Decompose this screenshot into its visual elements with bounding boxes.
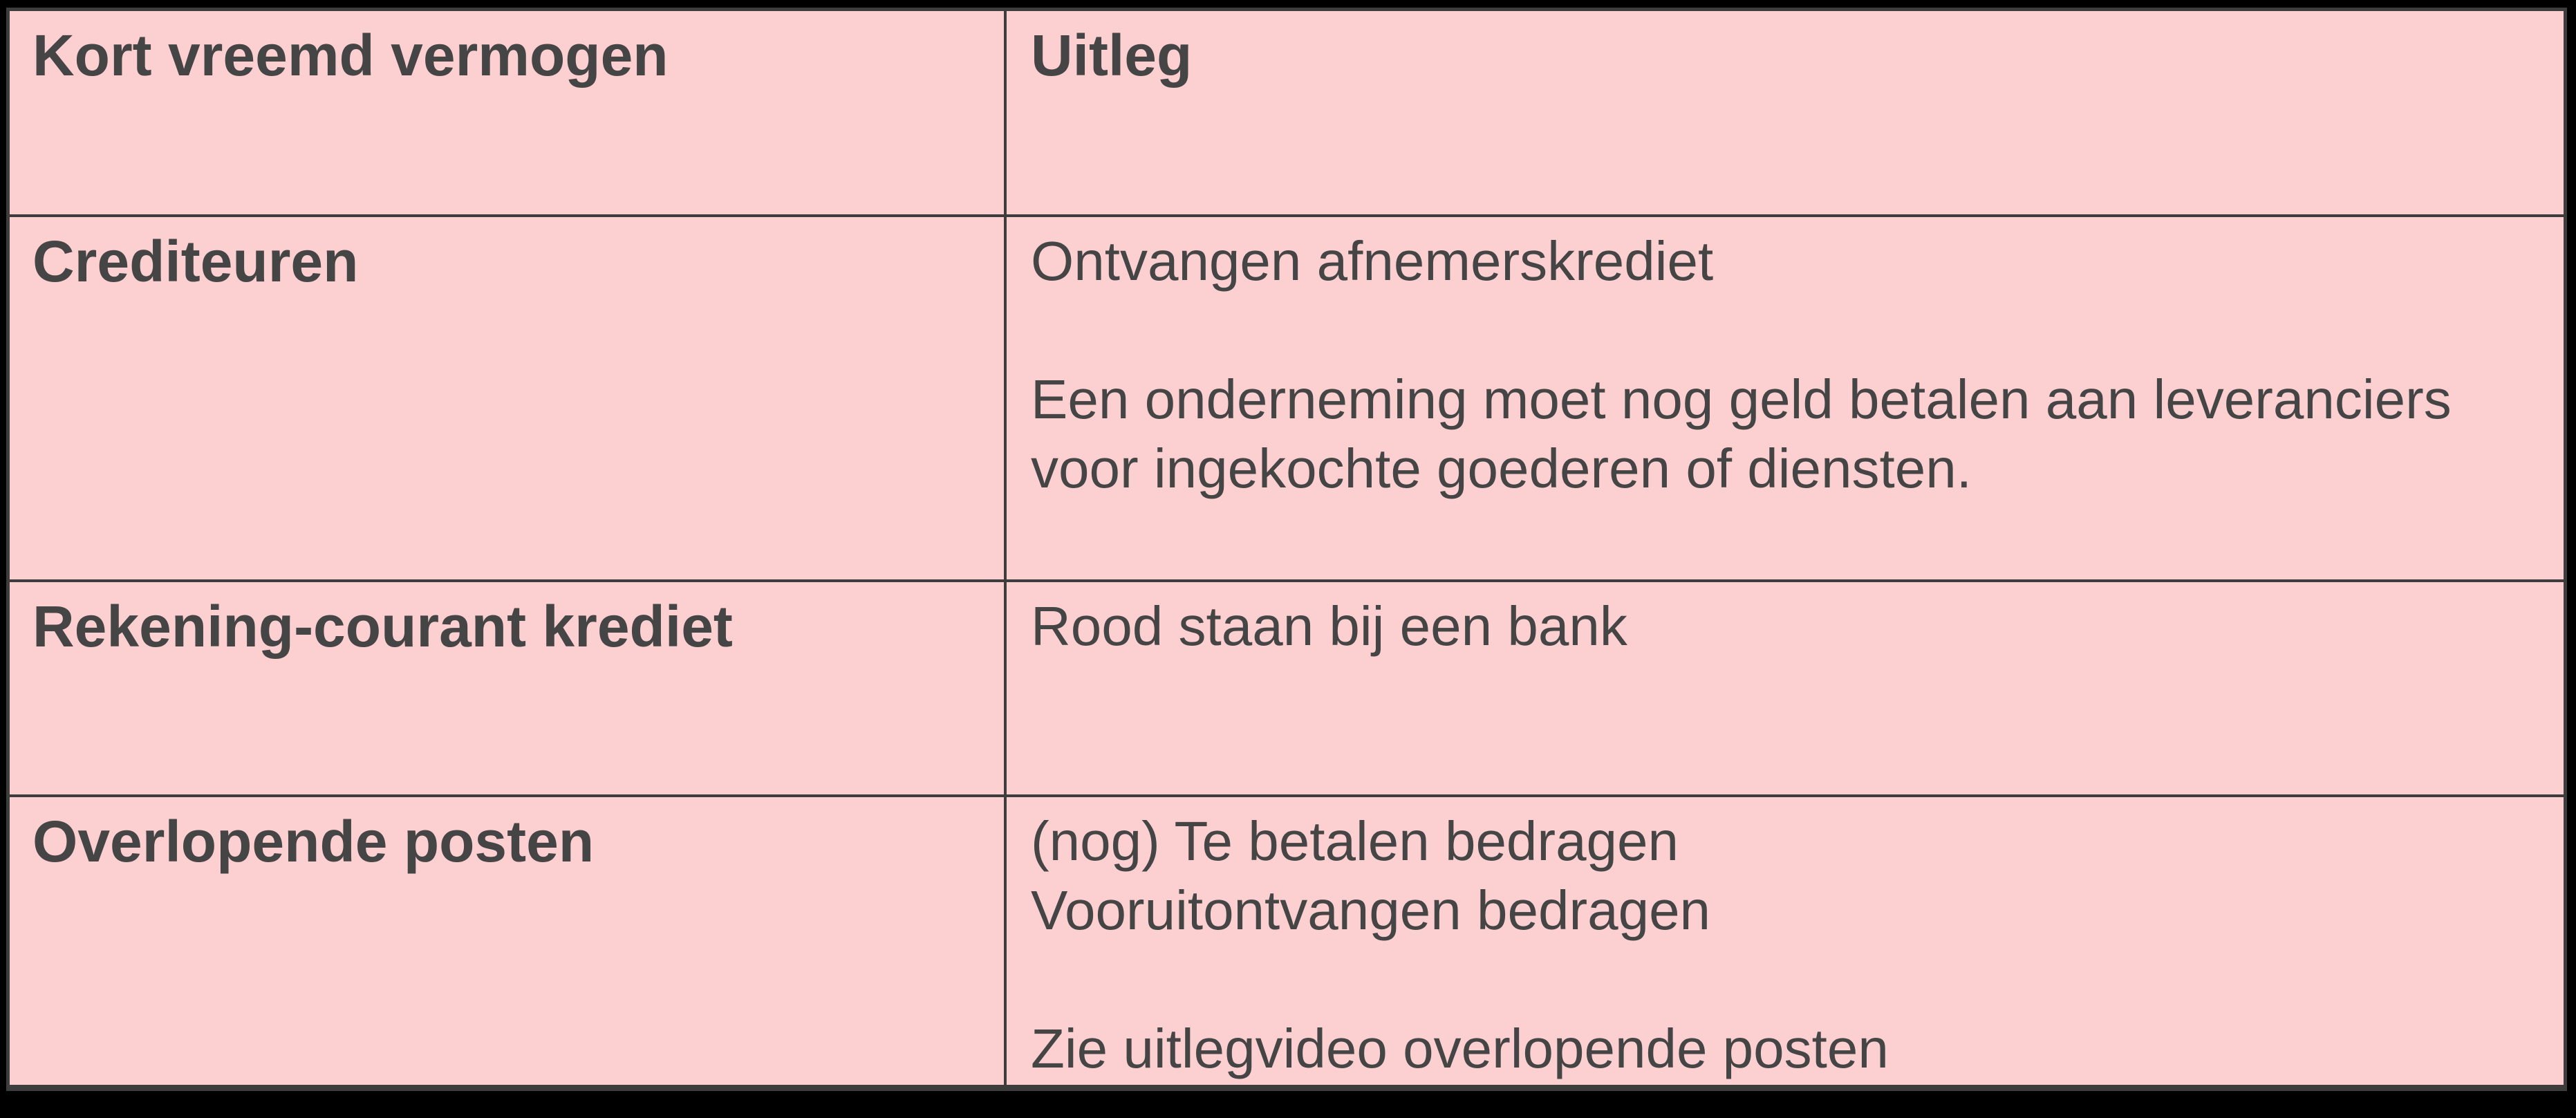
text-line-empty bbox=[1031, 296, 2536, 365]
text-line: Vooruitontvangen bedragen bbox=[1031, 879, 1711, 941]
text-line: Ontvangen afnemerskrediet bbox=[1031, 230, 1714, 292]
term-label: Rekening-courant krediet bbox=[32, 594, 733, 659]
text-line: Een onderneming moet nog geld betalen aa… bbox=[1031, 369, 2452, 430]
text-line: voor ingekochte goederen of diensten. bbox=[1031, 438, 1972, 499]
row-crediteuren-term-cell: Crediteuren bbox=[10, 217, 1004, 582]
row-overlopende-posten-uitleg-cell: (nog) Te betalen bedragen Vooruitontvang… bbox=[1004, 797, 2564, 1088]
header-label-kort-vreemd-vermogen: Kort vreemd vermogen bbox=[32, 23, 669, 88]
row-crediteuren-uitleg-cell: Ontvangen afnemerskrediet Een ondernemin… bbox=[1004, 217, 2564, 582]
header-label-uitleg: Uitleg bbox=[1031, 23, 1193, 88]
row-overlopende-posten-term-cell: Overlopende posten bbox=[10, 797, 1004, 1088]
text-line: Rood staan bij een bank bbox=[1031, 595, 1627, 657]
term-label: Crediteuren bbox=[32, 229, 359, 294]
header-cell-term: Kort vreemd vermogen bbox=[10, 11, 1004, 217]
row-rekening-courant-term-cell: Rekening-courant krediet bbox=[10, 582, 1004, 797]
text-line: (nog) Te betalen bedragen bbox=[1031, 810, 1679, 872]
term-label: Overlopende posten bbox=[32, 809, 595, 874]
row-rekening-courant-uitleg-cell: Rood staan bij een bank bbox=[1004, 582, 2564, 797]
header-cell-uitleg: Uitleg bbox=[1004, 11, 2564, 217]
kort-vreemd-vermogen-table: Kort vreemd vermogen Uitleg Crediteuren … bbox=[6, 8, 2567, 1091]
text-line-empty bbox=[1031, 945, 2536, 1014]
text-line: Zie uitlegvideo overlopende posten bbox=[1031, 1018, 1889, 1079]
